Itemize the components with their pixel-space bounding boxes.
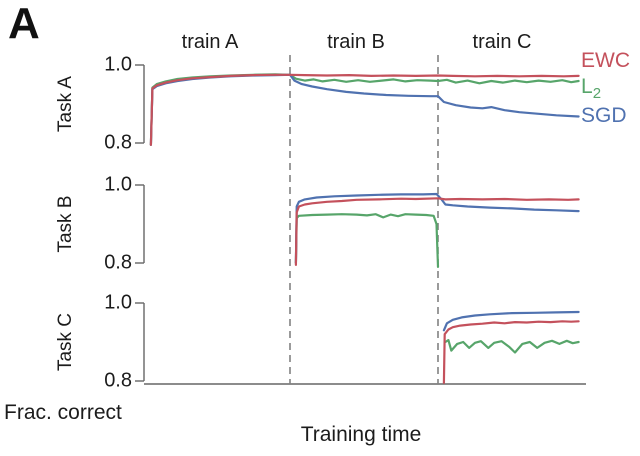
ytick-a-top: 1.0 (104, 53, 132, 76)
legend-label-l2-subscript: 2 (592, 85, 602, 103)
series-line-task-a-ewc (149, 73, 580, 146)
axes-layer (135, 55, 586, 385)
ytick-c-bottom: 0.8 (104, 369, 132, 392)
series-line-task-b-sgd (294, 192, 580, 265)
series-line-task-b-ewc (294, 197, 580, 266)
figure-xlabel-training-time: Training time (300, 423, 422, 446)
series-line-task-a-sgd (149, 73, 580, 146)
phase-header-train-c: train C (472, 31, 532, 53)
series-line-task-c-sgd (442, 310, 580, 332)
series-line-task-b-l2 (294, 213, 440, 268)
ytick-a-bottom: 0.8 (104, 131, 132, 154)
ytick-b-bottom: 0.8 (104, 251, 132, 274)
legend-label-l2: L (581, 75, 593, 98)
figure-ylabel-frac-correct: Frac. correct (4, 401, 122, 424)
curves-layer (149, 73, 580, 384)
panel-label: A (8, 0, 40, 48)
series-line-task-a-l2 (149, 73, 580, 146)
series-line-task-c-ewc (442, 320, 580, 384)
ytick-b-top: 1.0 (104, 173, 132, 196)
series-line-task-c-l2 (444, 339, 580, 354)
phase-header-train-b: train B (327, 31, 385, 53)
legend-item-l2: L2 (581, 75, 601, 103)
legend-item-sgd: SGD (581, 104, 627, 127)
ytick-c-top: 1.0 (104, 291, 132, 314)
legend-label-ewc: EWC (581, 49, 630, 72)
phase-header-train-a: train A (181, 31, 239, 53)
legend-label-sgd: SGD (581, 104, 627, 127)
legend-item-ewc: EWC (581, 49, 630, 72)
